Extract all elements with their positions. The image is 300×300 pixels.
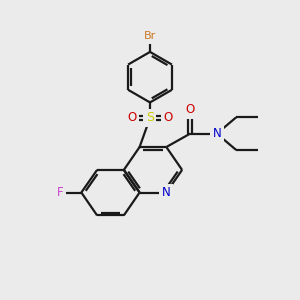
Text: F: F [57,186,64,199]
Text: N: N [212,127,221,140]
Text: N: N [162,186,171,199]
Text: Br: Br [144,32,156,41]
Text: O: O [128,111,137,124]
Text: S: S [146,111,154,124]
Text: O: O [185,103,195,116]
Text: O: O [163,111,172,124]
